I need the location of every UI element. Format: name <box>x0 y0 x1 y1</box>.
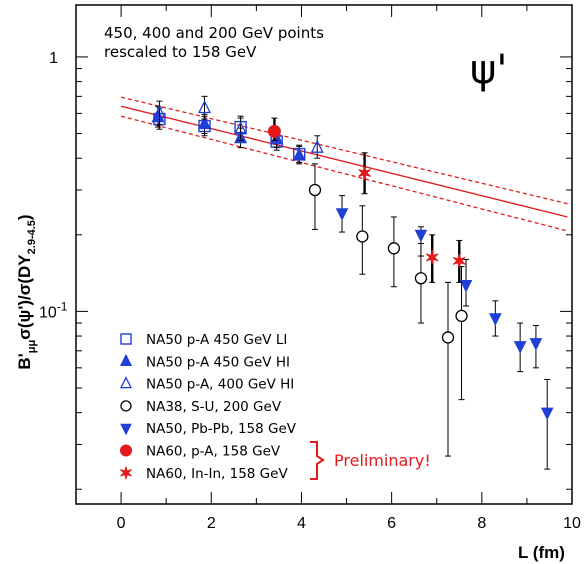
data-point <box>292 147 306 161</box>
series-0 <box>153 107 306 163</box>
data-point <box>308 183 322 197</box>
legend-label: NA50 p-A, 400 GeV HI <box>146 377 294 393</box>
x-tick-label: 8 <box>477 515 486 532</box>
axis-ticks <box>75 5 573 504</box>
annotation-line-2: rescaled to 158 GeV <box>104 43 257 61</box>
series-6 <box>358 152 466 283</box>
data-points <box>151 95 554 470</box>
legend-label: NA50, Pb-Pb, 158 GeV <box>146 421 297 437</box>
y-label-sub1: μμ <box>26 340 38 353</box>
legend-marker <box>119 376 133 389</box>
psi-prime-label: ψ' <box>470 47 507 93</box>
x-axis-label: L (fm) <box>518 543 565 562</box>
fit-bands <box>120 96 568 232</box>
x-tick-labels: 0 2 4 6 8 10 <box>117 515 581 532</box>
legend-marker <box>119 353 133 366</box>
data-point <box>414 229 428 243</box>
x-tick-label: 2 <box>207 515 216 532</box>
legend: NA50 p-A 450 GeV LI NA50 p-A 450 GeV HI NA… <box>119 332 297 482</box>
plot-frame <box>75 4 573 505</box>
data-point <box>234 121 248 135</box>
x-tick-label: 6 <box>387 515 396 532</box>
series-2 <box>152 95 324 159</box>
legend-label: NA60, In-In, 158 GeV <box>146 466 288 482</box>
data-point <box>529 338 543 351</box>
series-5 <box>267 117 281 141</box>
data-point <box>387 242 401 255</box>
data-point <box>452 253 466 268</box>
data-point <box>459 279 473 293</box>
legend-marker <box>120 444 132 457</box>
svg-text:B'μμσ(ψ')/σ(DY2.9-4.5): B'μμσ(ψ')/σ(DY2.9-4.5) <box>15 214 38 369</box>
data-point <box>152 105 166 119</box>
preliminary-label: Preliminary! <box>334 451 431 470</box>
series-3 <box>308 163 468 457</box>
y-label-sub2: 2.9-4.5 <box>26 220 38 254</box>
data-point <box>489 313 502 326</box>
data-point <box>414 272 428 285</box>
data-point <box>358 165 371 181</box>
data-point <box>335 208 349 221</box>
data-point <box>425 250 439 265</box>
data-point <box>441 331 455 344</box>
legend-label: NA50 p-A 450 GeV HI <box>146 354 290 370</box>
fit-central-line <box>120 105 568 218</box>
data-point <box>455 309 468 323</box>
legend-label: NA60, p-A, 158 GeV <box>146 444 281 460</box>
data-point <box>310 139 324 153</box>
annotation-line-1: 450, 400 and 200 GeV points <box>104 24 324 42</box>
data-point <box>513 341 527 354</box>
y-label-mid: σ(ψ')/σ(DY <box>15 254 34 340</box>
legend-marker <box>120 466 132 480</box>
legend-marker <box>120 400 132 412</box>
preliminary-bracket <box>310 441 325 480</box>
legend-marker <box>120 333 132 345</box>
fit-upper-line <box>120 96 568 205</box>
data-point <box>197 100 212 114</box>
y-axis-label: B'μμσ(ψ')/σ(DY2.9-4.5) <box>15 214 38 369</box>
y-tick-label: 10-1 <box>39 299 68 321</box>
data-point <box>540 407 554 421</box>
x-tick-label: 0 <box>117 515 126 532</box>
y-tick-labels: 1 10-1 <box>39 50 68 321</box>
legend-label: NA38, S-U, 200 GeV <box>146 399 282 415</box>
y-label-main: B' <box>15 353 34 369</box>
y-tick-label: 1 <box>49 50 58 67</box>
data-point <box>197 116 212 130</box>
y-label-end: ) <box>15 214 34 220</box>
legend-marker <box>120 423 132 436</box>
data-point <box>356 230 369 243</box>
x-tick-label: 10 <box>563 515 581 532</box>
legend-label: NA50 p-A 450 GeV LI <box>146 332 287 348</box>
series-4 <box>335 195 554 470</box>
data-point <box>267 124 281 138</box>
series-1 <box>151 105 306 165</box>
x-tick-label: 4 <box>297 515 306 532</box>
